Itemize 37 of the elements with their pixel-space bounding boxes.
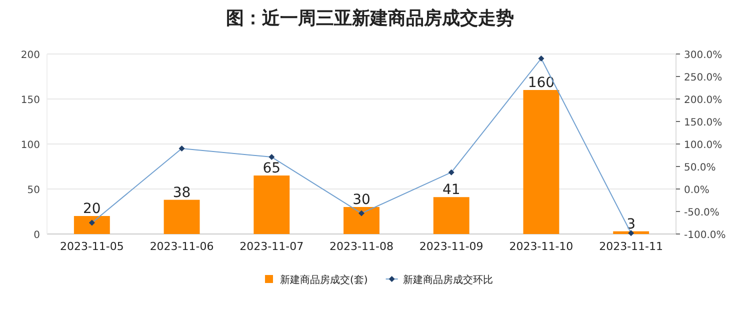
- x-tick-label: 2023-11-06: [150, 240, 214, 253]
- bar: [433, 197, 470, 234]
- bar: [74, 216, 110, 234]
- y-tick-label: 50: [27, 185, 40, 196]
- bar: [344, 207, 380, 234]
- bar: [254, 176, 290, 234]
- y2-tick-label: 250.0%: [684, 72, 722, 84]
- data-label: 38: [172, 184, 191, 201]
- y-tick-label: 150: [20, 95, 40, 106]
- y2-tick-label: 50.0%: [684, 162, 716, 174]
- x-tick-label: 2023-11-09: [419, 240, 484, 253]
- legend-label: 新建商品房成交环比: [402, 274, 493, 286]
- legend-label: 新建商品房成交(套): [280, 274, 368, 286]
- y-tick-label: 100: [20, 140, 40, 151]
- data-label: 20: [83, 201, 101, 217]
- y-tick-label: 0: [34, 230, 40, 241]
- x-tick-label: 2023-11-10: [509, 240, 574, 253]
- data-label: 41: [442, 182, 460, 198]
- data-label: 160: [528, 75, 555, 91]
- x-tick-label: 2023-11-11: [599, 240, 664, 253]
- data-label: 30: [352, 192, 370, 208]
- data-label: 65: [262, 160, 281, 176]
- y2-tick-label: 100.0%: [684, 140, 722, 151]
- x-tick-label: 2023-11-07: [240, 240, 304, 253]
- x-tick-label: 2023-11-05: [60, 240, 124, 253]
- y2-tick-label: -50.0%: [684, 208, 720, 218]
- bar: [164, 200, 200, 234]
- y-tick-label: 200: [20, 50, 40, 61]
- y2-tick-label: -100.0%: [684, 230, 726, 241]
- chart-title: 图：近一周三亚新建商品房成交走势: [226, 8, 514, 29]
- y2-tick-label: 300.0%: [684, 50, 722, 61]
- y2-tick-label: 200.0%: [684, 95, 722, 106]
- y2-tick-label: 0.0%: [684, 185, 710, 196]
- x-tick-label: 2023-11-08: [330, 240, 394, 253]
- bar: [523, 90, 560, 234]
- data-label: 3: [626, 216, 636, 232]
- y2-tick-label: 150.0%: [684, 118, 722, 128]
